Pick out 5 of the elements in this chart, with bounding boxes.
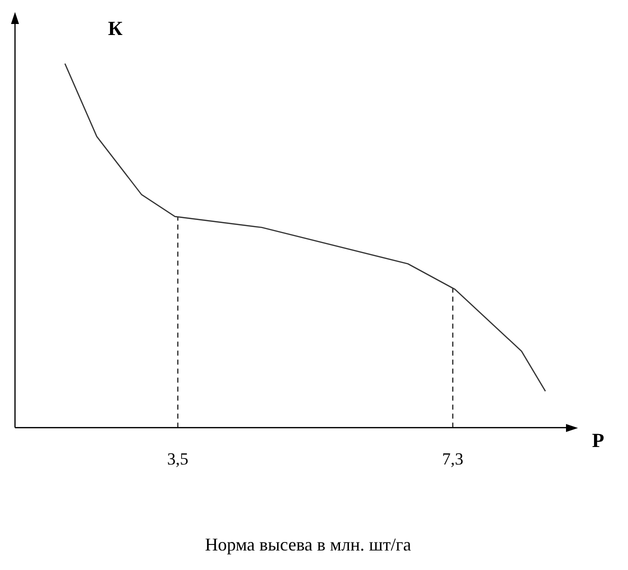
x-tick-label: 7,3: [442, 449, 464, 468]
text: Норма высева в млн. шт/га: [204, 534, 412, 555]
x-tick-label: 3,5: [167, 449, 188, 468]
x-axis-title: Р: [592, 430, 604, 452]
y-axis-title: К: [108, 18, 123, 40]
